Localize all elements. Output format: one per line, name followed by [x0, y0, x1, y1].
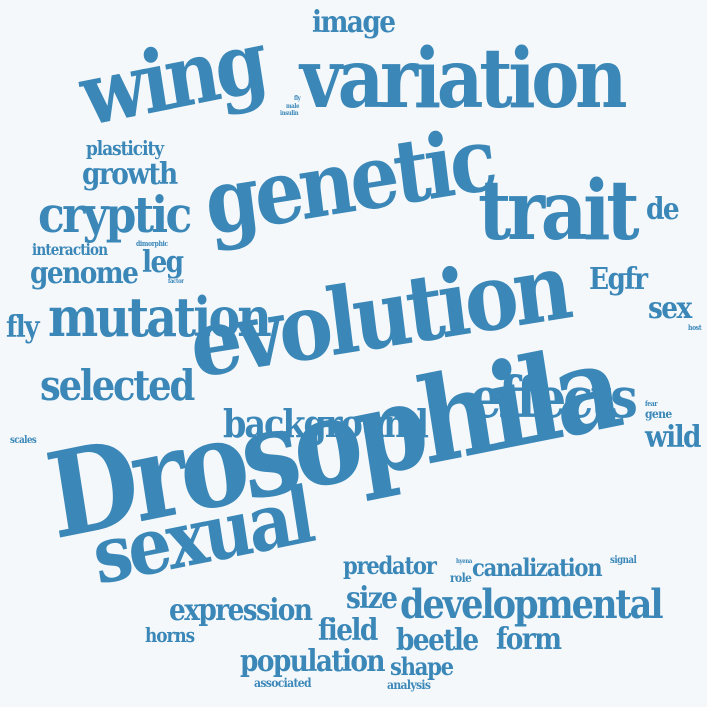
cloud-word: scales [10, 434, 37, 446]
cloud-word: background [223, 401, 429, 446]
cloud-word: host [688, 323, 702, 333]
cloud-word: associated [254, 674, 312, 690]
cloud-word: leg [141, 245, 184, 281]
cloud-word: plasticity [86, 137, 164, 161]
cloud-word: fly [5, 309, 40, 345]
cloud-word: variation [300, 31, 628, 127]
cloud-word: canalization [472, 552, 603, 582]
cloud-word: expression [169, 593, 313, 629]
cloud-word: gene [645, 406, 672, 422]
cloud-word: dimorphic [136, 238, 169, 248]
cloud-word: selected [40, 361, 195, 410]
cloud-word: hyena [455, 558, 472, 566]
cloud-word: genome [29, 256, 139, 292]
cloud-word: horns [144, 623, 195, 647]
cloud-word: wild [645, 419, 702, 455]
cloud-word: wing [73, 10, 271, 147]
cloud-word: beetle [395, 623, 479, 659]
cloud-word: insulin [280, 110, 299, 118]
cloud-word: population [240, 643, 386, 679]
cloud-word: growth [81, 157, 178, 193]
cloud-word: form [496, 621, 562, 657]
cloud-word: cryptic [38, 185, 192, 244]
cloud-word: signal [609, 555, 637, 567]
cloud-word: effects [470, 365, 638, 431]
cloud-word: fear [645, 399, 658, 409]
cloud-word: developmental [400, 581, 664, 628]
cloud-word: Egfr [588, 261, 648, 297]
cloud-word: genetic [199, 106, 498, 256]
cloud-word: trait [478, 163, 640, 259]
cloud-word: size [345, 581, 398, 617]
cloud-word: de [646, 191, 680, 227]
cloud-word: factor [168, 278, 184, 286]
cloud-word: field [317, 612, 378, 648]
cloud-word: role [449, 570, 472, 586]
cloud-word: interaction [31, 241, 108, 260]
cloud-word: predator [342, 551, 437, 581]
cloud-word: male [286, 102, 300, 110]
cloud-word: shape [390, 652, 454, 682]
cloud-word: image [312, 4, 396, 40]
cloud-word: mutation [48, 285, 272, 349]
cloud-word: sex [648, 291, 692, 327]
cloud-word: fly [293, 95, 301, 102]
cloud-word: analysis [387, 677, 431, 693]
